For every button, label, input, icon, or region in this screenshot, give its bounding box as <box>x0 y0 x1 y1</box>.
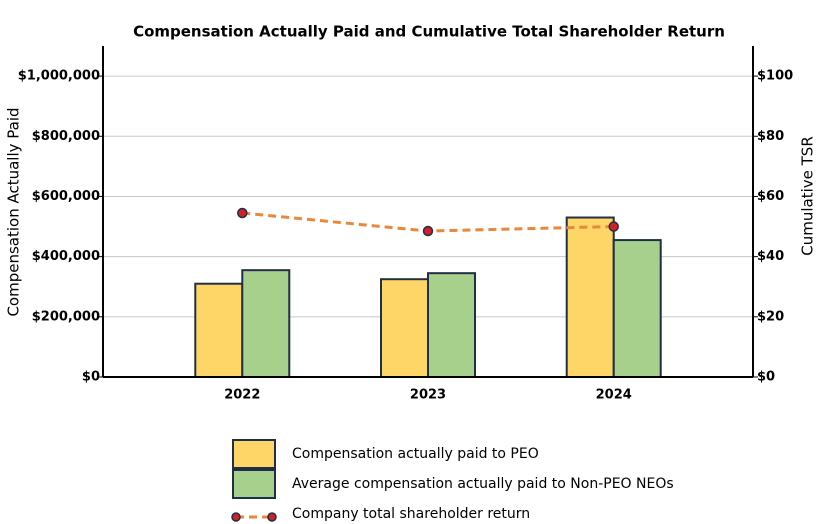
y2-tick-label: $100 <box>757 69 793 84</box>
tsr-marker <box>422 225 434 237</box>
y2-tick-label: $80 <box>757 129 784 144</box>
bar <box>565 216 615 378</box>
legend-label: Compensation actually paid to PEO <box>292 446 539 462</box>
y-tick-label: $600,000 <box>32 189 100 204</box>
bar <box>427 272 476 379</box>
bar <box>380 278 429 379</box>
y-tick-label: $1,000,000 <box>18 69 100 84</box>
legend-swatch <box>232 439 276 469</box>
bar <box>194 282 244 378</box>
tsr-marker <box>237 207 248 219</box>
y2-axis-label: Cumulative TSR <box>799 136 817 256</box>
y2-tick-label: $40 <box>757 249 784 264</box>
x-tick-label: 2023 <box>410 388 446 403</box>
legend-marker <box>267 512 277 522</box>
y2-tick-label: $60 <box>757 189 784 204</box>
x-tick-label: 2024 <box>596 388 632 403</box>
y2-tick-label: $20 <box>757 309 784 324</box>
legend-label: Average compensation actually paid to No… <box>292 476 674 492</box>
bar <box>241 269 291 378</box>
y-tick-label: $800,000 <box>32 129 100 144</box>
tsr-marker <box>608 221 619 232</box>
chart-title: Compensation Actually Paid and Cumulativ… <box>133 23 725 41</box>
legend-label: Company total shareholder return <box>292 506 530 522</box>
y-axis-label: Compensation Actually Paid <box>5 107 23 316</box>
bar <box>612 239 662 378</box>
x-tick-label: 2022 <box>224 388 260 403</box>
y-tick-label: $200,000 <box>32 309 100 324</box>
y-tick-label: $400,000 <box>32 249 100 264</box>
y-tick-label: $0 <box>82 370 100 385</box>
y2-tick-label: $0 <box>757 370 775 385</box>
legend-swatch <box>232 469 276 499</box>
legend-marker <box>231 512 241 522</box>
